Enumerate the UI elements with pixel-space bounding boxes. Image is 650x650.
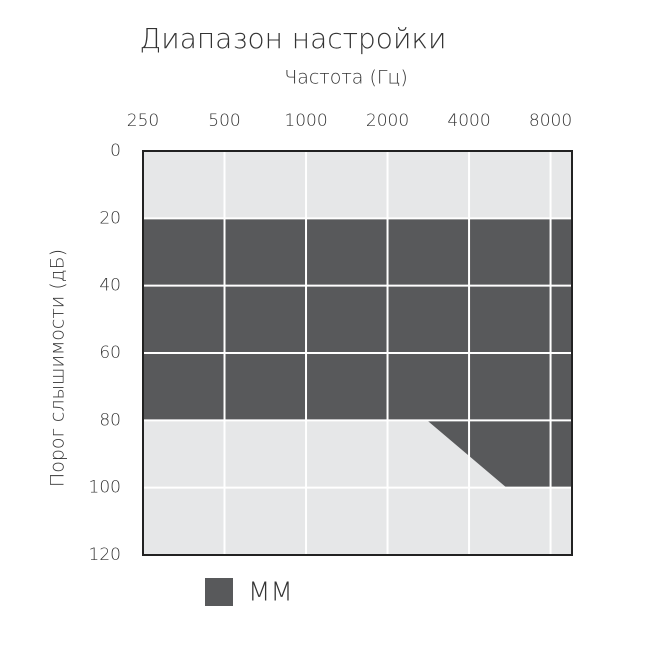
x-tick-label: 500 xyxy=(208,111,240,131)
y-tick-label: 20 xyxy=(99,208,121,228)
x-axis-label: Частота (Гц) xyxy=(284,67,408,89)
x-tick-label: 250 xyxy=(127,111,159,131)
y-tick-label: 80 xyxy=(99,410,121,430)
x-tick-label: 2000 xyxy=(366,111,409,131)
y-tick-label: 40 xyxy=(99,276,121,296)
plot-border xyxy=(142,150,573,556)
y-axis-label: Порог слышимости (дБ) xyxy=(47,249,69,487)
chart-title: Диапазон настройки xyxy=(140,22,447,55)
y-tick-label: 120 xyxy=(89,545,121,565)
y-tick-label: 100 xyxy=(89,478,121,498)
legend-swatch xyxy=(205,578,233,606)
x-tick-label: 1000 xyxy=(284,111,327,131)
x-tick-label: 8000 xyxy=(529,111,572,131)
y-tick-label: 60 xyxy=(99,343,121,363)
legend-label: MM xyxy=(248,578,293,608)
y-tick-label: 0 xyxy=(110,141,121,161)
x-tick-label: 4000 xyxy=(447,111,490,131)
